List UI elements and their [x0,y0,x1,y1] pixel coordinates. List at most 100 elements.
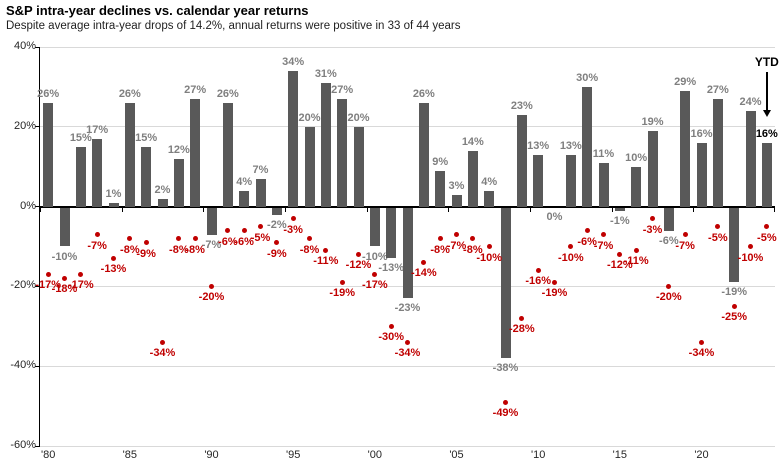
return-bar [500,207,511,359]
return-bar-label: 4% [481,175,498,188]
return-bar-label: -13% [378,262,404,275]
decline-dot [290,216,296,222]
return-bar [435,170,446,207]
y-axis-tick [35,285,40,287]
decline-dot-label: -10% [557,251,584,264]
return-bar [304,126,315,207]
decline-dot-label: -6% [234,235,254,248]
decline-dot [535,267,541,273]
y-axis-label: 0% [20,199,36,212]
x-axis-label: '20 [694,449,709,461]
decline-dot-label: -8% [299,243,320,256]
decline-dot [715,224,721,230]
decline-dot [568,244,574,249]
return-bar-label: -2% [267,218,287,231]
decline-dot-label: -10% [737,251,764,264]
return-bar [647,130,658,207]
decline-dot-label: -7% [446,239,467,252]
decline-dot-label: -5% [757,231,777,244]
return-bar-label: 15% [135,131,158,144]
return-bar [239,190,250,207]
decline-dot [699,339,704,345]
decline-dot [307,236,312,242]
return-bar-label: 27% [331,83,354,96]
return-bar-label: 27% [706,83,729,96]
zero-line-tick [448,207,450,212]
y-axis-tick [35,445,40,447]
x-axis-label: '10 [530,449,546,461]
y-axis-label: -60% [10,439,36,451]
decline-dot [209,283,214,289]
return-bar [402,207,413,299]
zero-line-tick [121,207,123,212]
decline-dot [160,339,165,345]
decline-dot-label: -34% [394,347,421,360]
decline-dot-label: -11% [623,255,649,268]
return-bar-label: 3% [448,179,465,192]
return-bar-label: 10% [625,151,648,164]
return-bar [761,142,772,207]
y-axis-label: -20% [10,279,36,292]
return-bar-label: 11% [592,147,615,160]
return-bar-label: 12% [167,143,190,156]
decline-dot [486,244,492,249]
gridline [40,365,775,367]
return-bar-label: 19% [641,115,664,128]
return-bar [59,207,70,247]
decline-dot-label: -5% [708,231,728,244]
zero-line-tick [285,207,286,212]
decline-dot [323,247,329,253]
decline-dot-label: -25% [721,311,747,324]
decline-dot [94,232,100,238]
decline-dot-label: -17% [35,279,62,292]
decline-dot-label: -14% [410,267,437,280]
return-bar-label: 26% [216,87,239,100]
return-bar [516,114,527,207]
return-bar [467,150,478,207]
return-bar-label: -38% [492,362,519,375]
decline-dot [650,216,655,222]
return-bar-label: -10% [361,250,388,263]
decline-dot-label: -11% [313,255,339,268]
ytd-callout-label: YTD [754,55,779,69]
return-bar-label: -10% [51,250,78,263]
return-bar-label: 16% [755,127,778,140]
x-axis-label: '00 [367,449,382,461]
decline-dot-label: -7% [675,239,695,252]
return-bar [190,98,201,207]
decline-dot-label: -3% [642,223,663,236]
return-bar-label: 20% [298,111,321,124]
return-bar [712,98,723,207]
decline-dot [682,232,688,238]
decline-dot [552,279,557,285]
return-bar-label: 13% [559,139,582,152]
decline-dot [584,228,590,234]
return-bar [745,110,756,207]
zero-line-tick [40,207,41,212]
decline-dot-label: -5% [250,231,271,244]
decline-dot-label: -10% [476,251,502,264]
decline-dot-label: -19% [541,287,568,300]
return-bar [680,90,691,207]
return-bar-label: 31% [314,67,337,80]
decline-dot-label: -6% [218,235,238,248]
y-axis-tick [35,126,40,128]
y-axis-label: -40% [10,359,36,372]
decline-dot-label: -30% [378,331,404,344]
return-bar-label: 16% [690,127,713,140]
decline-dot [388,323,394,329]
decline-dot [176,236,182,242]
return-bar [92,138,103,207]
return-bar [271,207,282,215]
decline-dot-label: -6% [577,235,597,248]
decline-dot-label: -19% [329,287,355,300]
return-bar [582,86,593,207]
return-bar [598,162,609,207]
decline-dot-label: -3% [283,223,303,236]
decline-dot [437,236,443,242]
return-bar [157,198,168,207]
x-axis-label: '05 [449,449,464,461]
return-bar [288,70,299,207]
decline-dot [258,224,263,230]
zero-line-tick [203,207,205,212]
